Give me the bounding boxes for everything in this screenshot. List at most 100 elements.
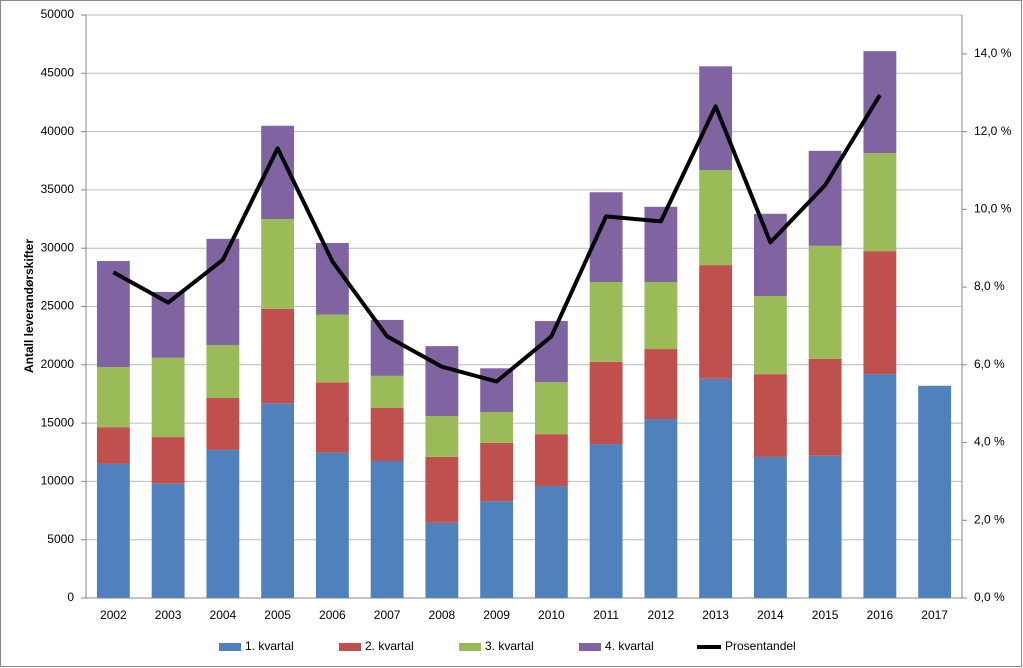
- bar-segment: [370, 319, 404, 376]
- x-tick-label: 2007: [374, 608, 401, 622]
- bar-segment: [206, 344, 240, 399]
- legend-swatch: [459, 643, 481, 651]
- x-tick-label: 2011: [593, 608, 619, 622]
- bar-segment: [96, 367, 130, 428]
- bar-segment: [808, 245, 842, 359]
- bar-segment: [261, 308, 295, 404]
- bar-segment: [863, 51, 897, 154]
- y2-tick-label: 6,0 %: [974, 357, 1005, 371]
- y-tick-label: 40000: [41, 124, 75, 138]
- bar-segment: [315, 452, 349, 598]
- bar-segment: [753, 213, 787, 297]
- bar-segment: [534, 382, 568, 435]
- bar-segment: [589, 444, 623, 598]
- y-tick-label: 45000: [41, 65, 75, 79]
- legend-label: 1. kvartal: [245, 639, 294, 653]
- y-tick-label: 25000: [41, 299, 75, 313]
- y-tick-label: 35000: [41, 182, 75, 196]
- legend-swatch: [339, 643, 361, 651]
- bar-segment: [206, 398, 240, 450]
- x-tick-label: 2012: [648, 608, 675, 622]
- bar-segment: [808, 455, 842, 598]
- x-tick-label: 2003: [155, 608, 182, 622]
- bar-segment: [534, 321, 568, 383]
- bar-segment: [151, 437, 185, 484]
- x-tick-label: 2013: [702, 608, 729, 622]
- y2-tick-label: 2,0 %: [974, 512, 1005, 526]
- bar-segment: [370, 407, 404, 461]
- bar-segment: [699, 170, 733, 266]
- bar-segment: [644, 349, 678, 420]
- bar-segment: [425, 456, 459, 523]
- bar-segment: [808, 358, 842, 456]
- bar-segment: [753, 296, 787, 375]
- y2-tick-label: 0,0 %: [974, 590, 1005, 604]
- legend-label: 4. kvartal: [605, 639, 654, 653]
- bar-segment: [699, 66, 733, 171]
- bar-segment: [534, 434, 568, 487]
- bar-segment: [370, 460, 404, 598]
- bar-segment: [863, 153, 897, 252]
- bar-segment: [370, 375, 404, 408]
- y2-tick-label: 4,0 %: [974, 435, 1005, 449]
- legend-label: 3. kvartal: [485, 639, 534, 653]
- bar-segment: [699, 265, 733, 379]
- bar-segment: [315, 382, 349, 453]
- bar-segment: [753, 374, 787, 457]
- legend-swatch: [579, 643, 601, 651]
- bar-segment: [480, 501, 514, 598]
- y2-tick-label: 14,0 %: [974, 46, 1012, 60]
- x-tick-label: 2014: [757, 608, 784, 622]
- y-tick-label: 50000: [41, 7, 75, 21]
- bar-segment: [96, 463, 130, 598]
- bar-segment: [644, 282, 678, 350]
- bar-segment: [425, 346, 459, 417]
- x-tick-label: 2015: [812, 608, 839, 622]
- legend-swatch: [219, 643, 241, 651]
- bar-segment: [206, 238, 240, 345]
- y2-tick-label: 10,0 %: [974, 202, 1012, 216]
- bar-segment: [918, 385, 952, 598]
- bar-segment: [315, 314, 349, 383]
- bar-segment: [425, 416, 459, 457]
- bar-segment: [753, 456, 787, 598]
- bar-segment: [863, 374, 897, 598]
- legend-label: 2. kvartal: [365, 639, 414, 653]
- bar-segment: [151, 357, 185, 438]
- y-axis-title: Antall leverandørskifter: [22, 239, 36, 373]
- x-tick-label: 2008: [429, 608, 456, 622]
- x-tick-label: 2002: [100, 608, 127, 622]
- x-tick-label: 2010: [538, 608, 565, 622]
- bar-segment: [151, 483, 185, 598]
- bar-segment: [261, 219, 295, 309]
- bar-segment: [644, 419, 678, 598]
- y2-tick-label: 8,0 %: [974, 279, 1005, 293]
- bar-segment: [699, 378, 733, 598]
- y2-tick-label: 12,0 %: [974, 124, 1012, 138]
- bar-segment: [863, 251, 897, 375]
- bar-segment: [480, 442, 514, 502]
- line: [112, 94, 882, 384]
- x-tick-label: 2004: [210, 608, 237, 622]
- x-tick-label: 2005: [264, 608, 291, 622]
- bar-segment: [480, 412, 514, 443]
- y-tick-label: 5000: [47, 532, 74, 546]
- y-tick-label: 15000: [41, 415, 75, 429]
- x-tick-label: 2017: [921, 608, 948, 622]
- bar-segment: [534, 486, 568, 598]
- x-tick-label: 2016: [867, 608, 894, 622]
- y-tick-label: 30000: [41, 240, 75, 254]
- bar-segment: [206, 449, 240, 598]
- bar-segment: [425, 522, 459, 598]
- bar-segment: [589, 361, 623, 445]
- y-tick-label: 0: [67, 590, 74, 604]
- bar-segment: [589, 282, 623, 362]
- x-tick-label: 2006: [319, 608, 346, 622]
- bar-segment: [480, 368, 514, 413]
- bar-segment: [96, 427, 130, 464]
- y-tick-label: 20000: [41, 357, 75, 371]
- x-tick-label: 2009: [483, 608, 510, 622]
- legend-label: Prosentandel: [725, 639, 796, 653]
- bar-segment: [261, 403, 295, 598]
